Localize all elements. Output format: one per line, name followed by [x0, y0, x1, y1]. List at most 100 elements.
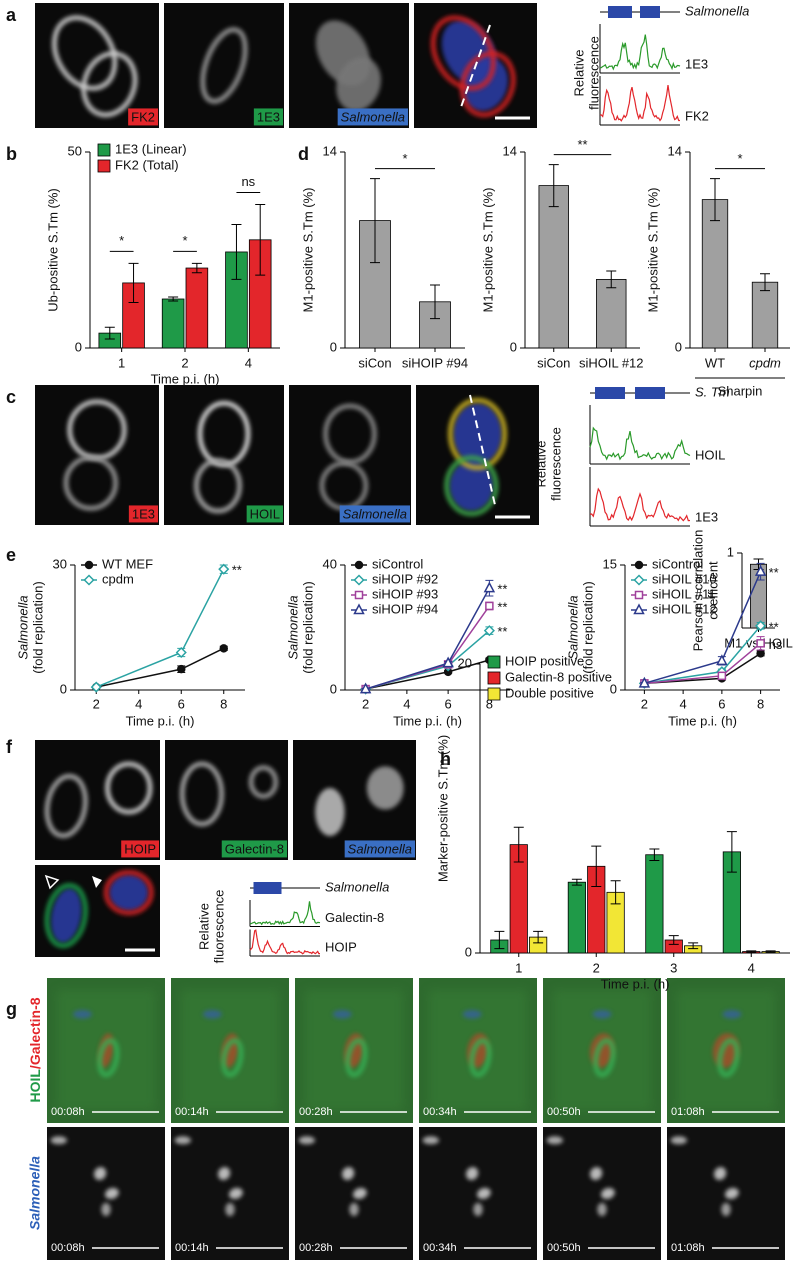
cell [342, 1167, 355, 1181]
cell-signal [315, 20, 381, 112]
error-bar [765, 950, 776, 953]
profile-line [459, 24, 491, 111]
legend-label: cpdm [102, 571, 134, 586]
profile-ylabel: fluorescence [586, 36, 601, 110]
track-block [640, 6, 660, 18]
channel-label-box [337, 108, 408, 126]
background-glow [57, 990, 155, 1110]
cell [449, 460, 494, 511]
significance-label: * [402, 151, 407, 166]
timestamp: 00:08h [51, 1242, 85, 1254]
channel-label: Salmonella [348, 841, 412, 856]
profile-ylabel: Relative [196, 903, 211, 950]
trace-label: FK2 [685, 108, 709, 123]
significance-label: ns [241, 174, 255, 189]
channel-label: HOIP [124, 841, 156, 856]
legend-swatch [97, 159, 111, 173]
error-bar [548, 164, 559, 208]
y-tick-label: 0 [60, 681, 67, 696]
bar [538, 185, 569, 349]
legend-label: FK2 (Total) [115, 157, 179, 172]
legend-label: siHOIP #92 [372, 571, 438, 586]
x-tick-label: siCon [358, 355, 391, 370]
y-axis-label: Salmonella [15, 595, 30, 659]
legend-label: WT MEF [102, 556, 153, 571]
cell [422, 1136, 440, 1145]
error-bar [191, 262, 202, 274]
panel-letter: a [6, 5, 17, 25]
point [354, 590, 364, 600]
channel-label-box [128, 505, 158, 523]
cell [63, 455, 119, 511]
point [716, 654, 728, 666]
legend-label: HOIP positive [505, 653, 584, 668]
cell-signal [193, 400, 251, 514]
profile-line [469, 394, 496, 506]
y-tick-label: 15 [603, 556, 617, 571]
error-bar [606, 270, 617, 289]
x-tick-label: 2 [641, 696, 648, 711]
y-axis-label: M1-positive S.Tm (%) [300, 188, 315, 313]
significance-label: * [737, 151, 742, 166]
point [353, 603, 365, 615]
group-label: Sharpin [718, 383, 763, 398]
error-bar [128, 262, 139, 304]
error-bar [370, 178, 380, 264]
cell [725, 1187, 739, 1200]
legend-swatch [487, 687, 501, 701]
y-axis-label: M1-positive S.Tm (%) [645, 188, 660, 313]
legend-label: siHOIL #10 [652, 571, 717, 586]
x-tick-label: 4 [135, 696, 142, 711]
y-tick-label: 0 [465, 944, 472, 959]
point [353, 574, 365, 586]
panel-letter: g [6, 999, 17, 1019]
micrograph [164, 3, 284, 128]
legend-swatch [97, 143, 111, 157]
significance-label: * [119, 233, 124, 248]
y-axis-label: Ub-positive S.Tm (%) [45, 188, 60, 312]
cell [105, 1187, 119, 1200]
profile-trace [599, 85, 680, 122]
y-axis-label: Salmonella [565, 595, 580, 659]
micrograph [165, 740, 288, 860]
point [442, 656, 454, 668]
cell [601, 1187, 615, 1200]
x-tick-label: 2 [181, 355, 188, 370]
cell [193, 458, 243, 514]
timestamp: 00:28h [299, 1106, 333, 1118]
x-tick-label: 8 [757, 696, 764, 711]
track-block [253, 882, 282, 894]
track-label: Salmonella [325, 879, 389, 894]
point [354, 560, 364, 570]
track-label: Salmonella [685, 3, 749, 18]
panel-letter: h [440, 749, 451, 769]
error-bar [533, 930, 544, 944]
track-label: S. Tm [695, 384, 730, 399]
legend-label: siControl [372, 556, 423, 571]
profile-trace [599, 34, 681, 71]
micrograph [35, 385, 159, 525]
panel-letter: d [298, 144, 309, 164]
profile-ylabel: fluorescence [211, 890, 226, 964]
arrowhead-open [44, 874, 60, 890]
y-axis-label: (fold replication) [580, 581, 595, 674]
cell-signal [44, 761, 153, 839]
point [756, 649, 765, 658]
y-axis-label: Pearson's correlation [690, 530, 705, 652]
error-bar [668, 935, 679, 945]
profile-trace [589, 487, 691, 522]
cell [466, 1167, 479, 1181]
error-bar [649, 848, 660, 862]
channel-label-box [128, 108, 158, 126]
x-axis-label: Time p.i. (h) [393, 713, 462, 728]
y-tick-label: 14 [323, 143, 337, 158]
y-axis-label: coefficient [705, 561, 720, 620]
cell [546, 1136, 564, 1145]
cell [108, 874, 149, 911]
cell [50, 1136, 68, 1145]
point [177, 664, 186, 674]
timestamp: 00:34h [423, 1106, 457, 1118]
y-tick-label: 0 [510, 339, 517, 354]
legend-swatch [487, 655, 501, 669]
cell [298, 1136, 316, 1145]
